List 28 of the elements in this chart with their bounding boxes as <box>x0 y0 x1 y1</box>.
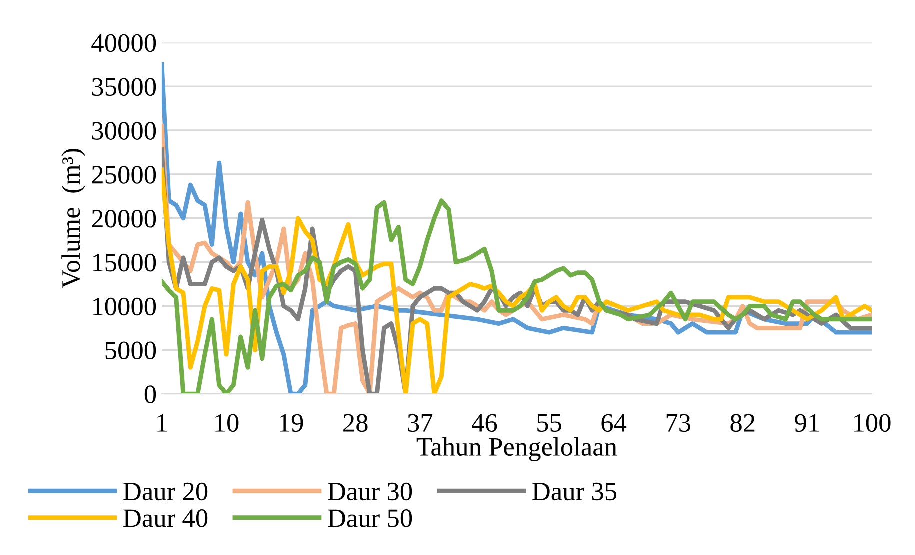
x-tick-label: 28 <box>344 414 368 432</box>
legend-label: Daur 50 <box>328 510 412 528</box>
y-tick-label: 30000 <box>92 122 156 140</box>
legend-label: Daur 40 <box>124 510 208 528</box>
y-tick-label: 5000 <box>106 342 156 360</box>
x-tick-label: 64 <box>602 414 627 432</box>
y-tick-label: 10000 <box>93 298 156 316</box>
y-tick-label: 25000 <box>92 166 156 184</box>
x-tick-label: 1 <box>158 414 167 432</box>
y-tick-label: 35000 <box>92 78 156 96</box>
y-tick-label: 20000 <box>92 210 156 228</box>
x-tick-label: 46 <box>472 414 498 432</box>
y-tick-label: 15000 <box>93 254 156 272</box>
x-tick-label: 82 <box>730 414 755 432</box>
x-tick-label: 37 <box>408 414 433 432</box>
x-tick-label: 91 <box>795 414 820 432</box>
x-tick-label: 10 <box>216 414 239 432</box>
y-tick-label: 40000 <box>92 34 156 52</box>
x-tick-label: 55 <box>538 414 562 432</box>
x-tick-label: 100 <box>854 414 891 432</box>
x-axis-title: Tahun Pengelolaan <box>416 437 618 462</box>
x-tick-label: 19 <box>280 414 304 432</box>
y-tick-label: 0 <box>144 386 156 404</box>
y-axis-title: Volume (m³) <box>62 149 86 289</box>
legend-label: Daur 20 <box>124 482 208 501</box>
x-tick-label: 73 <box>666 414 691 432</box>
legend-label: Daur 30 <box>328 482 412 501</box>
legend-label: Daur 35 <box>532 482 617 501</box>
